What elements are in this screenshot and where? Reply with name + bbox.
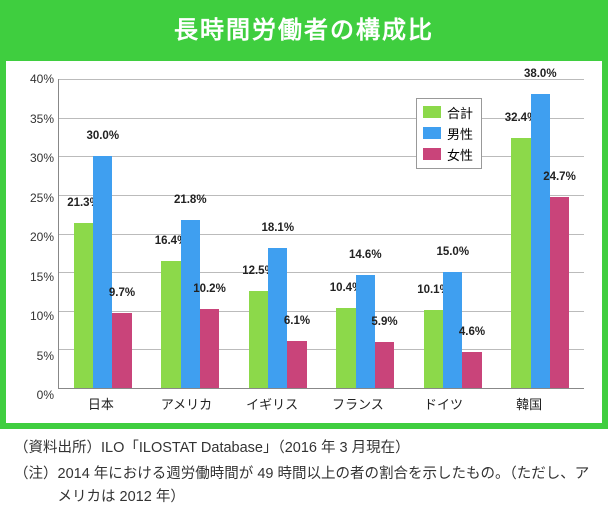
bar-value-label: 30.0%	[86, 130, 119, 142]
legend: 合計男性女性	[416, 98, 482, 169]
bar	[161, 261, 180, 388]
y-tick-label: 20%	[20, 230, 54, 244]
legend-label: 男性	[447, 124, 473, 143]
y-tick-label: 25%	[20, 191, 54, 205]
y-tick-label: 15%	[20, 270, 54, 284]
y-tick-label: 30%	[20, 151, 54, 165]
x-tick-label: 韓国	[516, 394, 542, 413]
legend-label: 合計	[447, 103, 473, 122]
gridline	[59, 349, 584, 350]
legend-item: 女性	[423, 145, 473, 164]
x-tick-label: ドイツ	[424, 394, 463, 413]
bar	[93, 156, 112, 388]
legend-label: 女性	[447, 145, 473, 164]
legend-item: 男性	[423, 124, 473, 143]
bar-value-label: 10.2%	[193, 283, 226, 295]
gridline	[59, 195, 584, 196]
bar-value-label: 15.0%	[436, 246, 469, 258]
bar	[181, 220, 200, 388]
y-tick-label: 35%	[20, 112, 54, 126]
x-tick-label: 日本	[88, 394, 114, 413]
bar-value-label: 9.7%	[109, 287, 135, 299]
bar	[249, 291, 268, 388]
gridline	[59, 234, 584, 235]
footnotes: （資料出所）ILO「ILOSTAT Database」（2016 年 3 月現在…	[0, 429, 608, 526]
bar-value-label: 6.1%	[284, 315, 310, 327]
x-tick-label: イギリス	[246, 394, 298, 413]
title-banner: 長時間労働者の構成比	[0, 0, 608, 61]
bar	[462, 352, 481, 388]
y-tick-label: 10%	[20, 309, 54, 323]
y-tick-label: 0%	[20, 388, 54, 402]
y-tick-label: 5%	[20, 349, 54, 363]
bar	[511, 138, 530, 388]
bar	[531, 94, 550, 388]
bar	[287, 341, 306, 388]
gridline	[59, 156, 584, 157]
bar	[200, 309, 219, 388]
gridline	[59, 311, 584, 312]
chart-area: 21.3%30.0%9.7%16.4%21.8%10.2%12.5%18.1%6…	[0, 61, 608, 429]
gridline	[59, 272, 584, 273]
legend-swatch	[423, 148, 441, 160]
bar-value-label: 24.7%	[543, 171, 576, 183]
source-note: （資料出所）ILO「ILOSTAT Database」（2016 年 3 月現在…	[14, 437, 594, 459]
y-tick-label: 40%	[20, 72, 54, 86]
bar-value-label: 4.6%	[459, 326, 485, 338]
chart-title: 長時間労働者の構成比	[0, 10, 608, 45]
bar-value-label: 21.8%	[174, 194, 207, 206]
gridline	[59, 79, 584, 80]
bar	[74, 223, 93, 388]
legend-item: 合計	[423, 103, 473, 122]
x-tick-label: フランス	[332, 394, 384, 413]
bar	[550, 197, 569, 388]
x-tick-label: アメリカ	[161, 394, 212, 413]
bar	[112, 313, 131, 388]
bar	[375, 342, 394, 388]
bar-value-label: 5.9%	[371, 316, 397, 328]
bar-value-label: 14.6%	[349, 249, 382, 261]
bar	[424, 310, 443, 388]
bar	[336, 308, 355, 388]
plot-region: 21.3%30.0%9.7%16.4%21.8%10.2%12.5%18.1%6…	[58, 79, 584, 389]
legend-swatch	[423, 106, 441, 118]
bar-value-label: 38.0%	[524, 68, 557, 80]
legend-swatch	[423, 127, 441, 139]
bar	[356, 275, 375, 388]
bar-value-label: 18.1%	[261, 222, 294, 234]
method-note: （注）2014 年における週労働時間が 49 時間以上の者の割合を示したもの。（…	[14, 463, 594, 508]
